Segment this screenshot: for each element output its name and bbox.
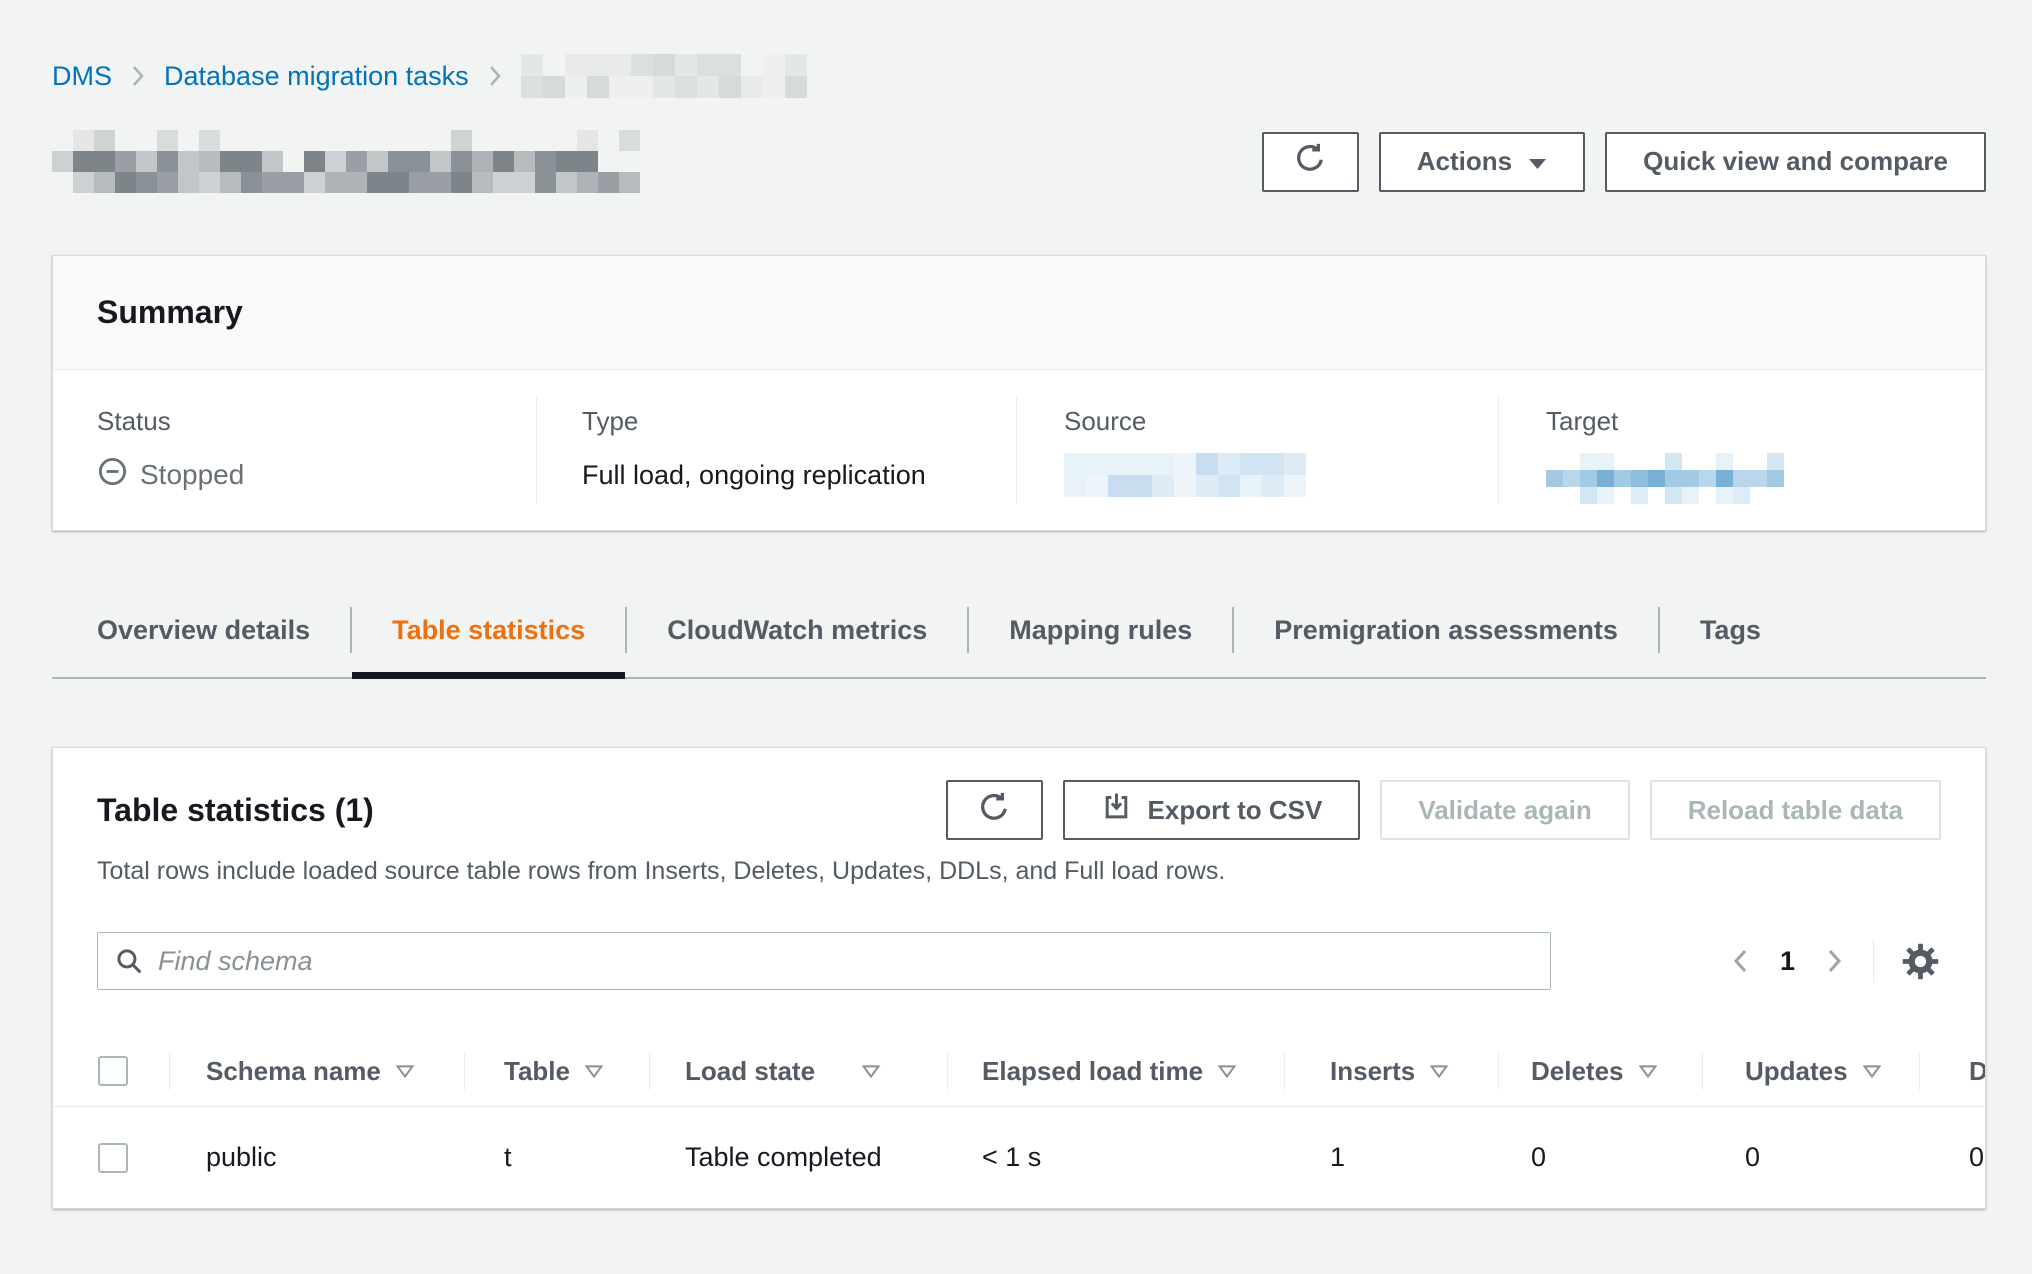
- tab-separator: [350, 607, 353, 653]
- breadcrumb-chevron-icon: [130, 63, 146, 89]
- validate-again-label: Validate again: [1418, 794, 1592, 825]
- type-label: Type: [582, 406, 639, 436]
- tab-tags[interactable]: Tags: [1699, 614, 1761, 645]
- table-statistics-toolbar: Export to CSV Validate again Reload tabl…: [945, 780, 1941, 840]
- refresh-icon: [1293, 141, 1327, 182]
- status-value: Stopped: [140, 459, 245, 490]
- task-tabs: Overview details Table statistics CloudW…: [52, 583, 1986, 679]
- source-label: Source: [1064, 406, 1147, 436]
- page-header: Actions Quick view and compare: [52, 130, 1986, 193]
- tab-premigration-assessments[interactable]: Premigration assessments: [1274, 614, 1618, 645]
- reload-table-data-button[interactable]: Reload table data: [1649, 780, 1941, 840]
- quick-view-compare-label: Quick view and compare: [1643, 146, 1948, 176]
- export-csv-label: Export to CSV: [1147, 794, 1323, 825]
- actions-button-label: Actions: [1416, 146, 1513, 176]
- cell-load-state: Table completed: [685, 1142, 882, 1172]
- source-link-redacted[interactable]: [1064, 453, 1306, 497]
- summary-field-type: Type Full load, ongoing replication: [536, 370, 1016, 530]
- sort-caret-icon: [584, 1064, 604, 1079]
- table-refresh-button[interactable]: [945, 780, 1043, 840]
- column-header-deletes[interactable]: Deletes: [1498, 1036, 1702, 1106]
- actions-button[interactable]: Actions: [1378, 131, 1586, 192]
- status-label: Status: [97, 406, 171, 436]
- summary-title: Summary: [97, 294, 243, 330]
- column-divider: [1498, 396, 1499, 504]
- sort-caret-icon: [1862, 1064, 1882, 1079]
- refresh-button[interactable]: [1261, 131, 1359, 192]
- cell-elapsed-load-time: < 1 s: [982, 1142, 1042, 1172]
- sort-caret-icon: [395, 1064, 415, 1079]
- refresh-icon: [977, 790, 1011, 831]
- column-header-ddls[interactable]: DDLs: [1919, 1036, 1985, 1106]
- breadcrumb: DMS Database migration tasks: [52, 52, 1986, 100]
- summary-field-target: Target: [1498, 370, 1985, 530]
- sort-caret-icon: [1429, 1064, 1449, 1079]
- page-title-redacted: [52, 130, 640, 193]
- grid-header-row: Schema name Table Load state Elapsed loa…: [53, 1036, 1985, 1107]
- row-checkbox[interactable]: [98, 1142, 128, 1173]
- tab-separator: [625, 607, 628, 653]
- tab-overview-details[interactable]: Overview details: [97, 614, 311, 645]
- search-icon: [114, 946, 145, 982]
- page-toolbar: Actions Quick view and compare: [1261, 131, 1986, 192]
- table-statistics-panel: Table statistics (1) Export to CSV Valid…: [52, 747, 1986, 1209]
- schema-search: [97, 932, 1551, 990]
- column-header-inserts[interactable]: Inserts: [1284, 1036, 1498, 1106]
- breadcrumb-current-redacted: [520, 54, 807, 98]
- summary-body: Status Stopped Type Full load, ongoing r…: [53, 370, 1985, 530]
- search-input[interactable]: [156, 933, 1550, 989]
- column-divider: [1016, 396, 1017, 504]
- summary-field-source: Source: [1016, 370, 1498, 530]
- column-header-schema-name[interactable]: Schema name: [169, 1036, 464, 1106]
- sort-caret-icon: [1217, 1064, 1237, 1079]
- table-row: public t Table completed < 1 s 1 0 0 0: [53, 1107, 1985, 1208]
- settings-gear-button[interactable]: [1900, 941, 1941, 982]
- cell-table: t: [504, 1142, 512, 1172]
- tab-separator: [1657, 607, 1660, 653]
- table-statistics-title: Table statistics (1): [97, 791, 374, 828]
- pagination: 1: [1728, 939, 1941, 983]
- tab-separator: [967, 607, 970, 653]
- download-icon: [1101, 791, 1132, 829]
- cell-ddls: 0: [1969, 1142, 1985, 1172]
- select-all-checkbox[interactable]: [98, 1056, 128, 1086]
- column-divider: [536, 396, 537, 504]
- pagination-divider: [1873, 939, 1874, 983]
- validate-again-button[interactable]: Validate again: [1380, 780, 1630, 840]
- type-value: Full load, ongoing replication: [582, 459, 926, 490]
- sort-caret-icon: [861, 1064, 881, 1079]
- column-header-elapsed-load-time[interactable]: Elapsed load time: [947, 1036, 1284, 1106]
- tab-cloudwatch-metrics[interactable]: CloudWatch metrics: [667, 614, 928, 645]
- column-header-table[interactable]: Table: [464, 1036, 649, 1106]
- table-statistics-description: Total rows include loaded source table r…: [97, 857, 1226, 885]
- breadcrumb-link-dms[interactable]: DMS: [52, 60, 112, 91]
- target-link-redacted[interactable]: [1546, 453, 1784, 504]
- cell-updates: 0: [1745, 1142, 1761, 1172]
- tab-mapping-rules[interactable]: Mapping rules: [1009, 614, 1193, 645]
- table-statistics-grid: Schema name Table Load state Elapsed loa…: [53, 1036, 1985, 1208]
- stopped-status-icon: [97, 456, 128, 494]
- summary-panel: Summary Status Stopped Type Full load, o…: [52, 255, 1986, 531]
- tab-separator: [1232, 607, 1235, 653]
- summary-field-status: Status Stopped: [53, 370, 536, 530]
- summary-header: Summary: [53, 256, 1985, 370]
- column-header-updates[interactable]: Updates: [1702, 1036, 1919, 1106]
- target-label: Target: [1546, 406, 1619, 436]
- sort-caret-icon: [1638, 1064, 1658, 1079]
- cell-deletes: 0: [1531, 1142, 1547, 1172]
- previous-page-button[interactable]: [1728, 944, 1754, 978]
- cell-schema-name: public: [206, 1142, 277, 1172]
- column-header-load-state[interactable]: Load state: [649, 1036, 947, 1106]
- breadcrumb-link-tasks[interactable]: Database migration tasks: [164, 60, 469, 91]
- quick-view-compare-button[interactable]: Quick view and compare: [1605, 131, 1986, 192]
- next-page-button[interactable]: [1821, 944, 1847, 978]
- export-csv-button[interactable]: Export to CSV: [1062, 780, 1361, 840]
- breadcrumb-chevron-icon: [487, 63, 503, 89]
- reload-table-data-label: Reload table data: [1687, 794, 1903, 825]
- tab-table-statistics[interactable]: Table statistics: [352, 583, 626, 679]
- page: DMS Database migration tasks Actions: [0, 0, 2032, 1209]
- page-number[interactable]: 1: [1779, 945, 1795, 976]
- caret-down-icon: [1528, 146, 1547, 177]
- cell-inserts: 1: [1330, 1142, 1346, 1172]
